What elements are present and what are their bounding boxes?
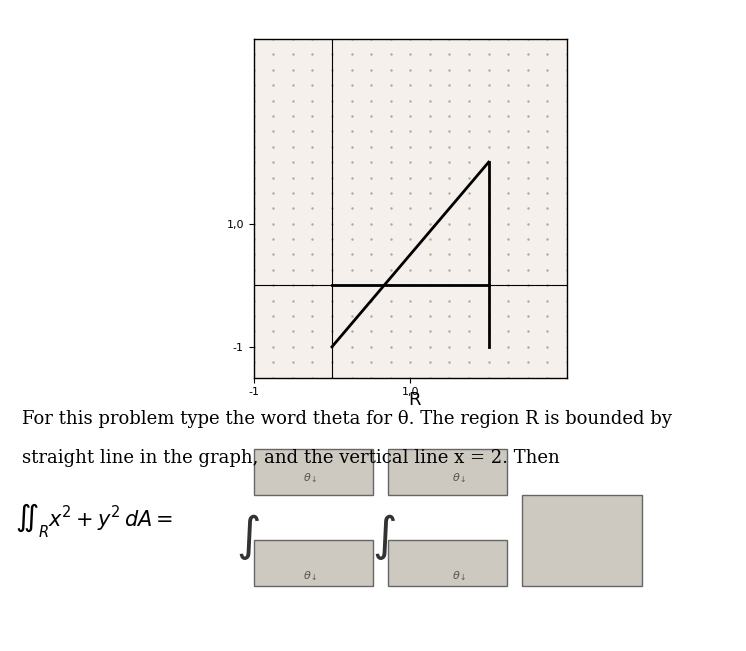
Text: $\theta_{\!\downarrow}$: $\theta_{\!\downarrow}$ [303,570,316,583]
Text: straight line in the graph, and the vertical line x = 2. Then: straight line in the graph, and the vert… [22,449,560,467]
Text: $\theta_{\!\downarrow}$: $\theta_{\!\downarrow}$ [452,570,466,583]
Text: $\iint_R x^2 + y^2\,dA = $: $\iint_R x^2 + y^2\,dA = $ [15,501,173,540]
Text: $\theta_{\!\downarrow}$: $\theta_{\!\downarrow}$ [452,472,466,485]
Text: R: R [408,391,420,409]
Text: $\int$: $\int$ [236,512,260,562]
Text: $\theta_{\!\downarrow}$: $\theta_{\!\downarrow}$ [303,472,316,485]
Text: For this problem type the word theta for θ. The region R is bounded by: For this problem type the word theta for… [22,410,672,428]
Text: $\int$: $\int$ [372,512,396,562]
